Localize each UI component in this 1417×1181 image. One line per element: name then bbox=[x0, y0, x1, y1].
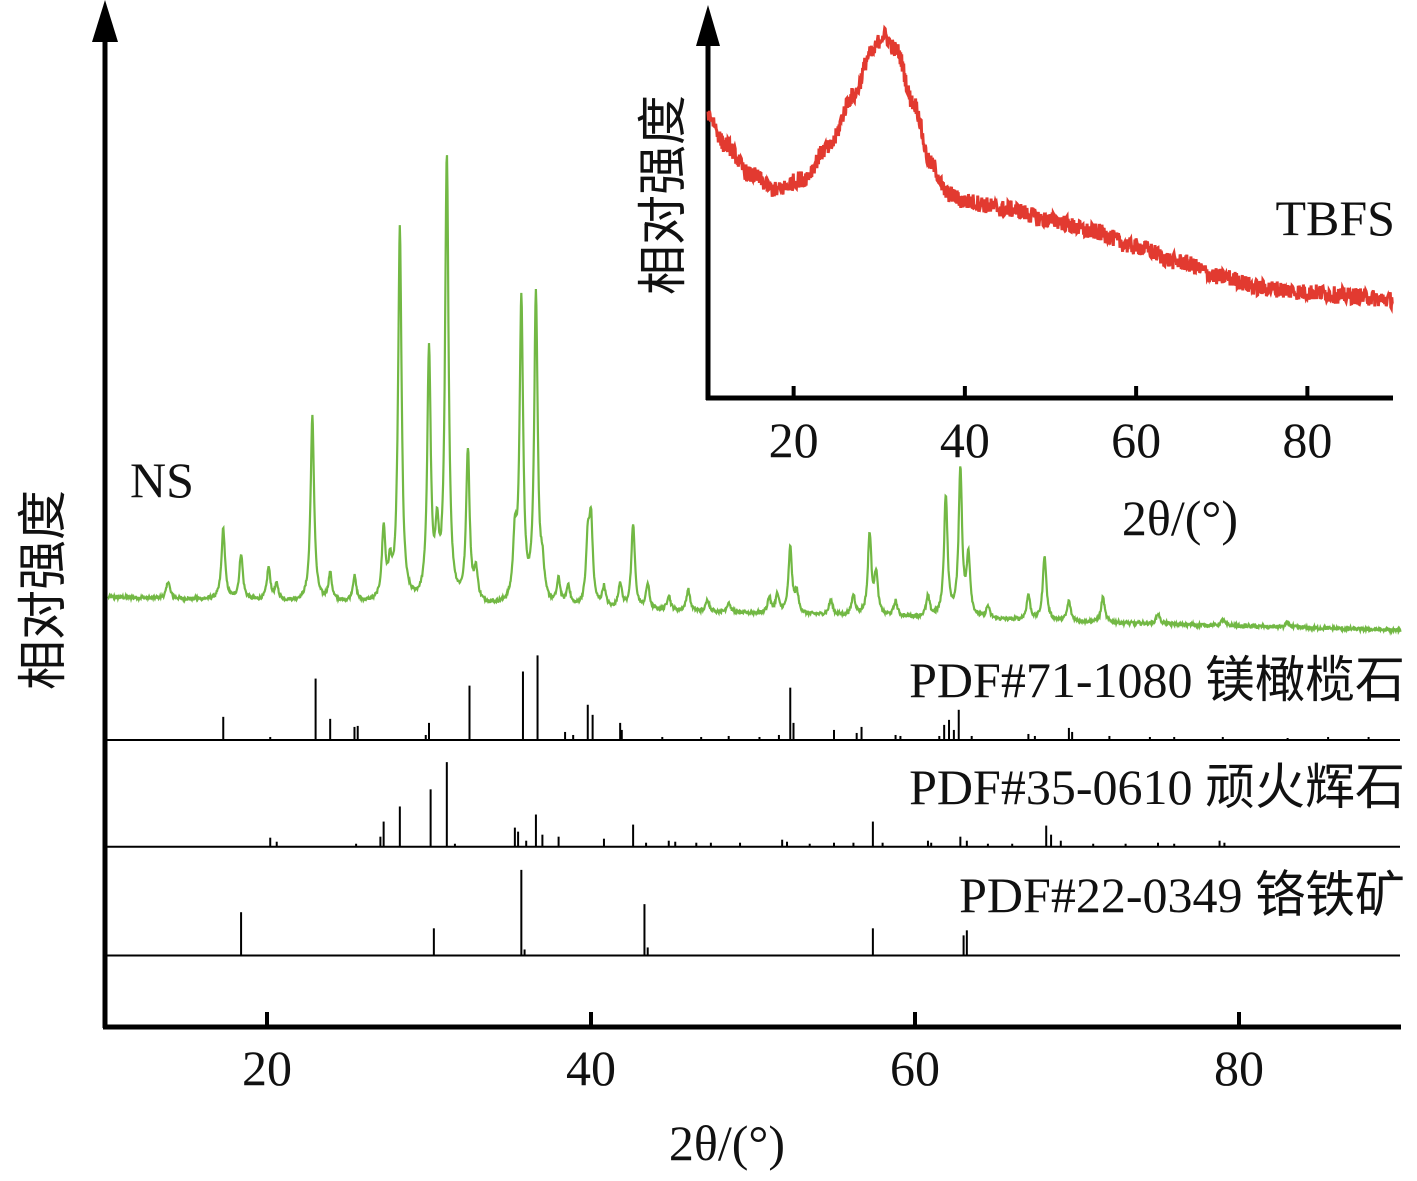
main-x-tick-label: 60 bbox=[890, 1040, 940, 1096]
inset-y-axis-arrow bbox=[696, 5, 720, 46]
ns-series-line bbox=[107, 155, 1402, 636]
inset-x-tick-label: 80 bbox=[1282, 412, 1332, 468]
main-x-tick-label: 20 bbox=[242, 1040, 292, 1096]
main-chart: 20 40 60 80 NS PDF#71-1080 镁橄榄石 PDF#35-0610… bbox=[15, 0, 1405, 1171]
inset-x-tick-label: 60 bbox=[1111, 412, 1161, 468]
tbfs-series-label: TBFS bbox=[1275, 190, 1395, 246]
main-x-tick-label: 80 bbox=[1214, 1040, 1264, 1096]
inset-x-tick-label: 20 bbox=[769, 412, 819, 468]
reference-label-enstatite: PDF#35-0610 顽火辉石 bbox=[909, 759, 1405, 815]
inset-x-axis-label: 2θ/(°) bbox=[1122, 490, 1238, 546]
reference-label-chromite: PDF#22-0349 铬铁矿 bbox=[959, 867, 1405, 923]
reference-label-forsterite: PDF#71-1080 镁橄榄石 bbox=[909, 652, 1405, 708]
main-x-axis-label: 2θ/(°) bbox=[669, 1115, 785, 1171]
main-y-axis-label: 相对强度 bbox=[15, 490, 71, 690]
main-x-tick-label: 40 bbox=[566, 1040, 616, 1096]
inset-chart: 20 40 60 80 TBFS 2θ/(°) 相对强度 bbox=[635, 5, 1395, 546]
inset-x-tick-label: 40 bbox=[940, 412, 990, 468]
main-y-axis-arrow bbox=[92, 0, 118, 42]
tbfs-series-line bbox=[706, 24, 1394, 315]
ns-series-label: NS bbox=[130, 452, 194, 508]
inset-y-axis-label: 相对强度 bbox=[635, 95, 691, 295]
